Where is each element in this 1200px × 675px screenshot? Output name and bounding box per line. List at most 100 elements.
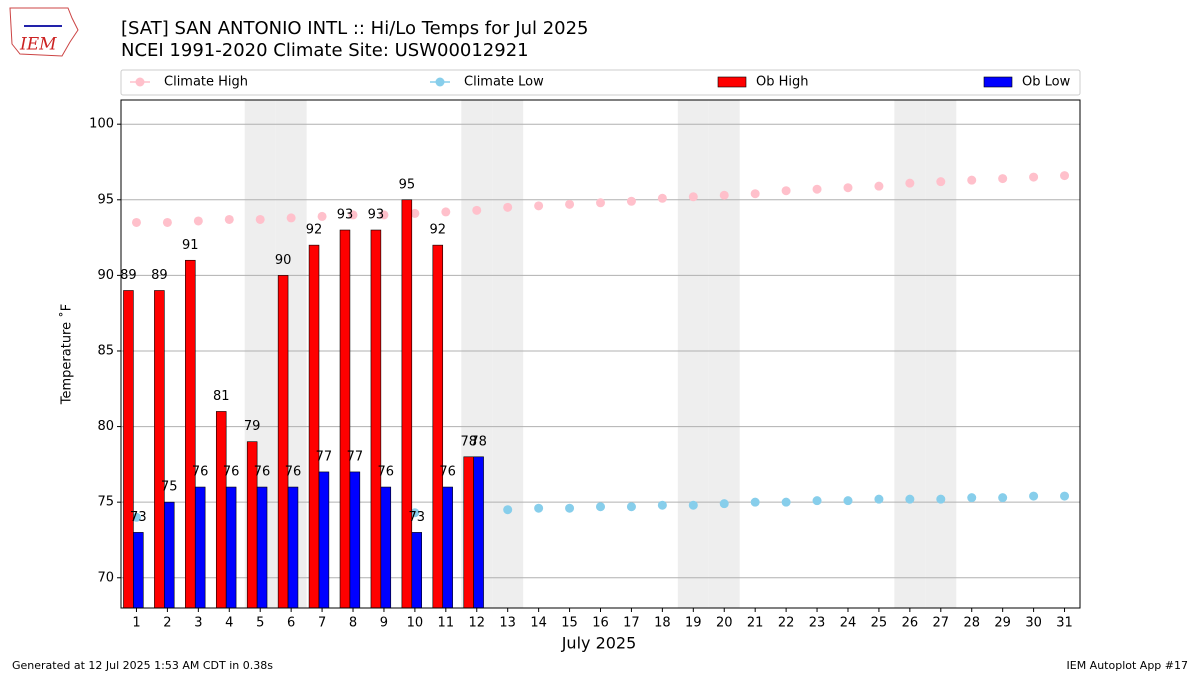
- plot: [121, 100, 1080, 608]
- point: [657, 193, 667, 203]
- x-axis-label: July 2025: [561, 634, 637, 653]
- x-tick-label: 15: [561, 616, 578, 631]
- point: [131, 217, 141, 227]
- legend-marker: [135, 77, 145, 87]
- legend-swatch: [717, 76, 747, 88]
- x-tick-label: 5: [256, 616, 264, 631]
- point: [936, 494, 946, 504]
- legend-label: Ob High: [756, 75, 809, 90]
- point: [998, 174, 1008, 184]
- y-tick-label: 100: [89, 117, 114, 132]
- point: [1029, 172, 1039, 182]
- x-tick-label: 7: [318, 616, 326, 631]
- point: [812, 496, 822, 506]
- x-tick-label: 28: [963, 616, 980, 631]
- point: [626, 196, 636, 206]
- x-tick-label: 22: [778, 616, 795, 631]
- bar: [380, 486, 392, 608]
- data-label: 75: [161, 480, 178, 495]
- data-label: 95: [399, 177, 416, 192]
- bar: [256, 486, 268, 608]
- y-tick-label: 70: [97, 570, 114, 585]
- point: [874, 181, 884, 191]
- bar: [194, 486, 206, 608]
- x-tick-label: 24: [840, 616, 857, 631]
- x-tick-label: 26: [902, 616, 919, 631]
- data-label: 78: [470, 434, 487, 449]
- data-label: 81: [213, 389, 230, 404]
- data-label: 89: [120, 268, 137, 283]
- data-label: 90: [275, 253, 292, 268]
- y-tick-label: 75: [97, 495, 114, 510]
- point: [843, 183, 853, 193]
- data-label: 76: [285, 465, 302, 480]
- weekend-band: [677, 100, 709, 608]
- weekend-band: [492, 100, 524, 608]
- logo-text: IEM: [19, 35, 57, 55]
- bar: [349, 471, 361, 608]
- point: [565, 199, 575, 209]
- x-tick-label: 3: [194, 616, 202, 631]
- point: [348, 210, 358, 220]
- point: [905, 494, 915, 504]
- x-tick-label: 1: [132, 616, 140, 631]
- x-tick-label: 30: [1025, 616, 1042, 631]
- point: [596, 502, 605, 512]
- bar: [164, 501, 175, 608]
- x-tick-label: 17: [623, 616, 640, 631]
- y-tick-label: 90: [97, 268, 114, 283]
- bar: [287, 486, 299, 608]
- footer-left: Generated at 12 Jul 2025 1:53 AM CDT in …: [12, 659, 273, 672]
- point: [317, 211, 327, 221]
- point: [224, 214, 234, 224]
- point: [472, 205, 482, 215]
- data-label: 76: [439, 465, 456, 480]
- x-tick-label: 27: [933, 616, 950, 631]
- x-tick-label: 9: [380, 616, 388, 631]
- bar: [215, 411, 227, 608]
- legend-label: Climate High: [164, 75, 248, 90]
- bar: [185, 259, 196, 608]
- x-tick-label: 8: [349, 616, 357, 631]
- point: [410, 508, 420, 518]
- x-tick-label: 29: [994, 616, 1011, 631]
- point: [255, 214, 265, 224]
- weekend-band: [925, 100, 957, 608]
- weekend-band: [708, 100, 740, 608]
- point: [781, 497, 791, 507]
- data-label: 77: [316, 449, 333, 464]
- point: [967, 493, 977, 503]
- point: [565, 503, 575, 513]
- point: [936, 177, 946, 187]
- data-label: 73: [130, 510, 147, 525]
- data-label: 76: [254, 465, 271, 480]
- x-tick-label: 16: [592, 616, 609, 631]
- point: [379, 210, 389, 220]
- x-tick-label: 11: [438, 616, 455, 631]
- point: [596, 198, 605, 208]
- bar: [463, 456, 474, 608]
- x-tick-label: 23: [809, 616, 826, 631]
- data-label: 73: [408, 510, 425, 525]
- point: [503, 202, 513, 212]
- legend-swatch: [983, 76, 1013, 88]
- y-tick-label: 95: [97, 192, 114, 207]
- x-tick-label: 13: [499, 616, 516, 631]
- bar: [442, 486, 453, 608]
- legend-label: Ob Low: [1022, 75, 1071, 90]
- bar: [339, 229, 351, 608]
- bar: [225, 486, 237, 608]
- y-axis-label: Temperature ˚F: [59, 304, 75, 405]
- point: [719, 190, 729, 200]
- data-label: 91: [182, 238, 199, 253]
- point: [534, 503, 544, 513]
- chart-title: [SAT] SAN ANTONIO INTL :: Hi/Lo Temps fo…: [121, 18, 589, 39]
- point: [719, 499, 729, 509]
- data-label: 92: [430, 223, 447, 238]
- data-label: 76: [192, 465, 209, 480]
- data-label: 76: [378, 465, 395, 480]
- point: [1029, 491, 1039, 501]
- point: [193, 216, 203, 226]
- bar: [154, 290, 165, 608]
